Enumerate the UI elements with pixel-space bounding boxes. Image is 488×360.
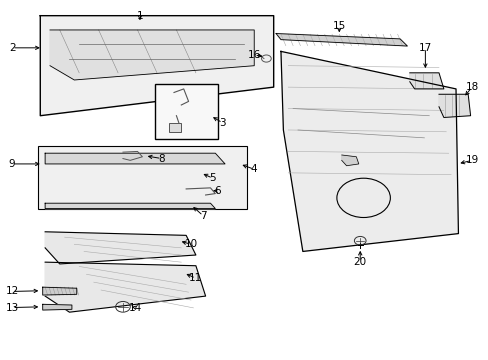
Text: 10: 10: [184, 239, 197, 249]
Text: 5: 5: [209, 173, 216, 183]
Polygon shape: [45, 262, 205, 312]
Polygon shape: [438, 94, 469, 117]
Text: 4: 4: [250, 164, 257, 174]
Polygon shape: [281, 51, 458, 251]
Text: 19: 19: [465, 156, 478, 165]
Text: 13: 13: [5, 302, 19, 312]
Polygon shape: [45, 203, 215, 208]
Polygon shape: [42, 287, 77, 295]
Bar: [154, 84, 217, 139]
Text: 14: 14: [128, 302, 142, 312]
Polygon shape: [341, 155, 358, 166]
Polygon shape: [42, 304, 72, 310]
Text: 18: 18: [465, 82, 478, 92]
Text: 20: 20: [353, 257, 366, 267]
Polygon shape: [50, 30, 254, 80]
Bar: [169, 123, 181, 132]
Text: 9: 9: [9, 159, 15, 169]
Text: 1: 1: [136, 11, 143, 21]
Text: 11: 11: [189, 273, 202, 283]
Bar: [38, 146, 246, 208]
Polygon shape: [409, 73, 443, 89]
Text: 6: 6: [214, 186, 221, 196]
Text: 12: 12: [5, 287, 19, 296]
Polygon shape: [276, 33, 407, 46]
Text: 17: 17: [418, 43, 431, 53]
Text: 3: 3: [219, 118, 225, 128]
Polygon shape: [45, 153, 224, 164]
Text: 2: 2: [9, 43, 15, 53]
Text: 15: 15: [332, 21, 345, 31]
Polygon shape: [40, 16, 273, 116]
Text: 16: 16: [247, 50, 260, 60]
Polygon shape: [45, 232, 196, 264]
Text: 8: 8: [158, 154, 165, 163]
Text: 7: 7: [200, 211, 206, 221]
